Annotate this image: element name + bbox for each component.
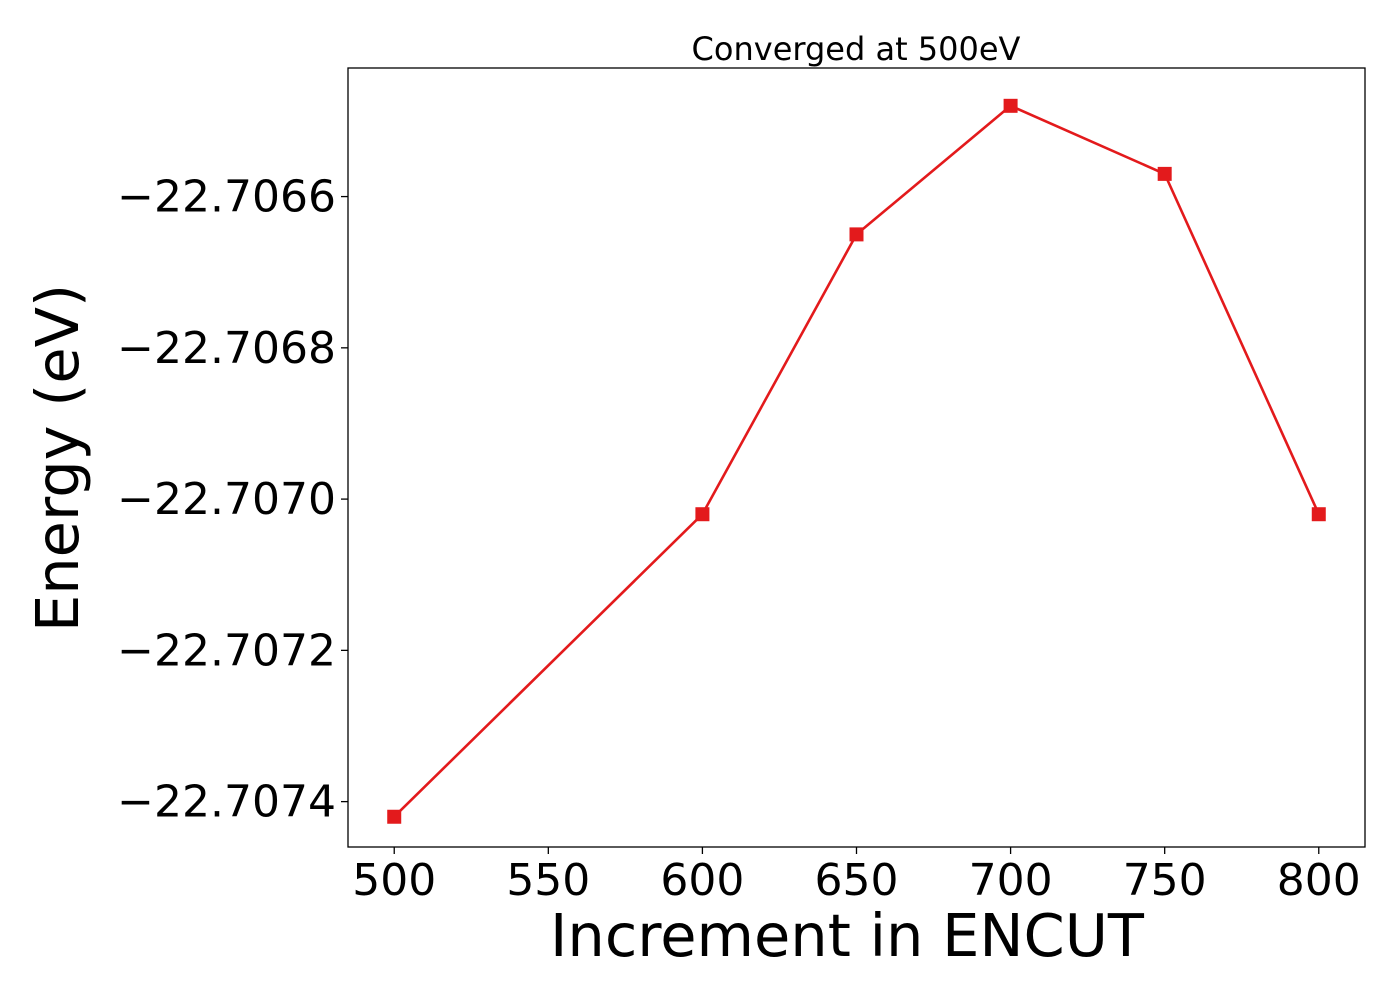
y-tick-label: −22.7074 xyxy=(117,777,336,828)
y-axis-label: Energy (eV) xyxy=(23,284,92,632)
data-point-marker xyxy=(1157,166,1172,181)
data-point-marker xyxy=(387,809,402,824)
x-tick-label: 550 xyxy=(506,855,590,906)
y-tick-label: −22.7066 xyxy=(117,172,336,223)
y-tick-label: −22.7072 xyxy=(117,625,336,676)
data-point-marker xyxy=(1003,98,1018,113)
data-point-marker xyxy=(1311,507,1326,522)
x-tick-label: 500 xyxy=(352,855,436,906)
x-axis-ticks: 500 550 600 650 700 750 800 xyxy=(352,847,1361,906)
x-tick-label: 800 xyxy=(1277,855,1361,906)
chart-title: Converged at 500eV xyxy=(692,30,1021,68)
x-tick-label: 750 xyxy=(1123,855,1207,906)
y-tick-label: −22.7070 xyxy=(117,474,336,525)
x-tick-label: 600 xyxy=(660,855,744,906)
x-tick-label: 650 xyxy=(815,855,899,906)
series-layer xyxy=(387,98,1326,824)
x-tick-label: 700 xyxy=(969,855,1053,906)
series-line xyxy=(393,104,1320,818)
data-point-marker xyxy=(849,227,864,242)
plot-frame xyxy=(347,67,1366,848)
data-point-marker xyxy=(695,507,710,522)
x-axis-label: Increment in ENCUT xyxy=(550,901,1145,970)
y-axis-ticks: −22.7074 −22.7072 −22.7070 −22.7068 −22.7066 xyxy=(117,172,348,828)
y-tick-label: −22.7068 xyxy=(117,323,336,374)
